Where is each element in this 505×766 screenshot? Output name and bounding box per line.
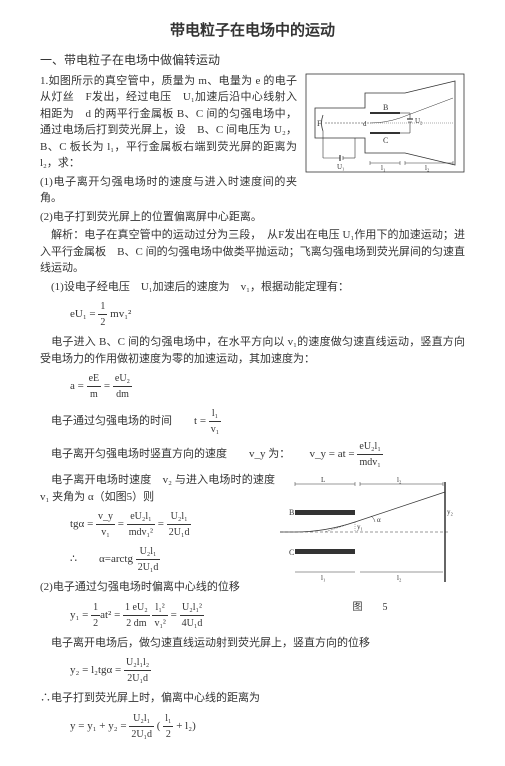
f2b-den: dm — [113, 387, 132, 402]
f8-paren: ( — [157, 720, 161, 732]
f3-num: l₁ — [209, 406, 222, 422]
f6d-num: U₂l₁² — [180, 600, 205, 616]
page-title: 带电粒子在电场中的运动 — [40, 20, 465, 43]
f5a-den: v₁ — [96, 525, 115, 540]
svg-text:U₁: U₁ — [337, 163, 345, 171]
step5: 电子离开电场时速度 v₂ 与进入电场时的速度 v₁ 夹角为 α（如图5）则 — [40, 472, 275, 505]
formula-2: a = eEm = eU₂dm — [70, 371, 465, 402]
formula-7: y₂ = l₂tgα = U₂l₁l₂2U₁d — [70, 655, 465, 686]
svg-text:F: F — [317, 119, 322, 128]
f8a-den: 2U₁d — [129, 727, 154, 742]
f7-num: U₂l₁l₂ — [124, 655, 151, 671]
f5r-text: ∴ α=arctg — [70, 553, 133, 565]
step6: (2)电子通过匀强电场时偏离中心线的位移 — [40, 579, 275, 596]
f8-mid: y₁ + y₂ — [87, 720, 117, 732]
f5-lhs: tgα — [70, 518, 84, 530]
analysis: 解析：电子在真空管中的运动过分为三段， 从F发出在电压 U₁作用下的加速运动；进… — [40, 227, 465, 277]
question-1: (1)电子离开匀强电场时的速度与进入时速度间的夹角。 — [40, 174, 465, 207]
svg-text:y₂: y₂ — [447, 508, 454, 516]
f8-lhs: y — [70, 720, 76, 732]
f3-den: v₁ — [209, 422, 222, 437]
svg-text:B: B — [289, 508, 294, 517]
step8: ∴电子打到荧光屏上时，偏离中心线的距离为 — [40, 690, 465, 707]
f6c-den: v₁² — [152, 616, 167, 631]
f4b-den: mdv₁ — [357, 455, 382, 470]
f6a-den: 2 — [91, 616, 100, 631]
f7-mid: l₂tgα — [91, 664, 112, 676]
step3-text: 电子通过匀强电场的时间 t — [40, 415, 197, 427]
f5b-den: mdv₁² — [127, 525, 155, 540]
step3: 电子通过匀强电场的时间 t = l₁v₁ — [40, 406, 465, 437]
f4b-num: eU₂l₁ — [357, 439, 382, 455]
f1-lhs: eU₁ — [70, 308, 87, 320]
f7-lhs: y₂ — [70, 664, 79, 676]
f1-den: 2 — [98, 315, 107, 330]
svg-text:C: C — [383, 136, 388, 145]
formula-5: tgα = v_yv₁ = eU₂l₁mdv₁² = U₂l₁2U₁d — [70, 509, 275, 540]
section-heading: 一、带电粒子在电场中做偏转运动 — [40, 51, 465, 69]
step7: 电子离开电场后，做匀速直线运动射到荧光屏上，竖直方向的位移 — [40, 635, 465, 652]
formula-6: y₁ = 12at² = 1 eU₂2 dm l₁²v₁² = U₂l₁²4U₁… — [70, 600, 275, 631]
svg-text:L: L — [321, 476, 325, 484]
f8b-den: 2 — [163, 727, 173, 742]
svg-text:l₁: l₁ — [381, 164, 385, 172]
svg-text:C: C — [289, 548, 294, 557]
f6c-num: l₁² — [152, 600, 167, 616]
svg-text:α: α — [377, 516, 381, 524]
f8a-num: U₂l₁ — [129, 711, 154, 727]
formula-5r: ∴ α=arctg U₂l₁2U₁d — [70, 544, 275, 575]
f5c-den: 2U₁d — [167, 525, 192, 540]
f8b-num: l₁ — [163, 711, 173, 727]
f2a-num: eE — [87, 371, 102, 387]
f6-lhs: y₁ — [70, 609, 79, 621]
f5c-num: U₂l₁ — [167, 509, 192, 525]
svg-text:l₂: l₂ — [397, 574, 402, 582]
figure-2-container: B C α y₁ y₂ L l₂ l₁ l₂ 图 5 — [275, 472, 465, 615]
f2-lhs: a — [70, 380, 75, 392]
f6d-den: 4U₁d — [180, 616, 205, 631]
f6a-num: 1 — [91, 600, 100, 616]
svg-text:l₂: l₂ — [397, 476, 402, 484]
f4-lhs: v_y — [310, 448, 327, 460]
svg-text:B: B — [383, 103, 388, 112]
step4: 电子离开匀强电场时竖直方向的速度 v_y 为： v_y = at = eU₂l₁… — [40, 439, 465, 470]
svg-text:l₂: l₂ — [425, 164, 430, 172]
f7-den: 2U₁d — [124, 671, 151, 686]
formula-8: y = y₁ + y₂ = U₂l₁2U₁d ( l₁2 + l₂) — [70, 711, 465, 742]
f2b-num: eU₂ — [113, 371, 132, 387]
svg-text:U₂: U₂ — [415, 117, 423, 125]
figure-1: F B C U₂ d U₁ l₁ l₂ — [305, 73, 465, 173]
step1: (1)设电子经电压 U₁加速后的速度为 v₁，根据动能定理有： — [40, 279, 465, 296]
svg-text:y₁: y₁ — [357, 523, 363, 531]
f4-mid: at — [338, 448, 346, 460]
step2: 电子进入 B、C 间的匀强电场中，在水平方向以 v₁的速度做匀速直线运动，竖直方… — [40, 334, 465, 367]
f5a-num: v_y — [96, 509, 115, 525]
svg-text:d: d — [363, 120, 367, 128]
f5r-den: 2U₁d — [136, 560, 161, 575]
step4-text: 电子离开匀强电场时竖直方向的速度 v_y 为： — [40, 448, 285, 460]
f6a-suf: at² — [100, 609, 111, 621]
question-2: (2)电子打到荧光屏上的位置偏离屏中心距离。 — [40, 209, 465, 226]
f2a-den: m — [87, 387, 102, 402]
figure-2: B C α y₁ y₂ L l₂ l₁ l₂ — [275, 472, 455, 592]
svg-text:l₁: l₁ — [321, 574, 325, 582]
formula-1: eU₁ = 12 mv₁² — [70, 299, 465, 330]
f6b-num: 1 eU₂ — [123, 600, 150, 616]
fig2-caption: 图 5 — [275, 600, 465, 615]
f8-plus: + l₂) — [176, 720, 196, 732]
f1-rhs: mv₁² — [110, 308, 131, 320]
f5b-num: eU₂l₁ — [127, 509, 155, 525]
f5r-num: U₂l₁ — [136, 544, 161, 560]
f6b-den: 2 dm — [123, 616, 150, 631]
f1-num: 1 — [98, 299, 107, 315]
